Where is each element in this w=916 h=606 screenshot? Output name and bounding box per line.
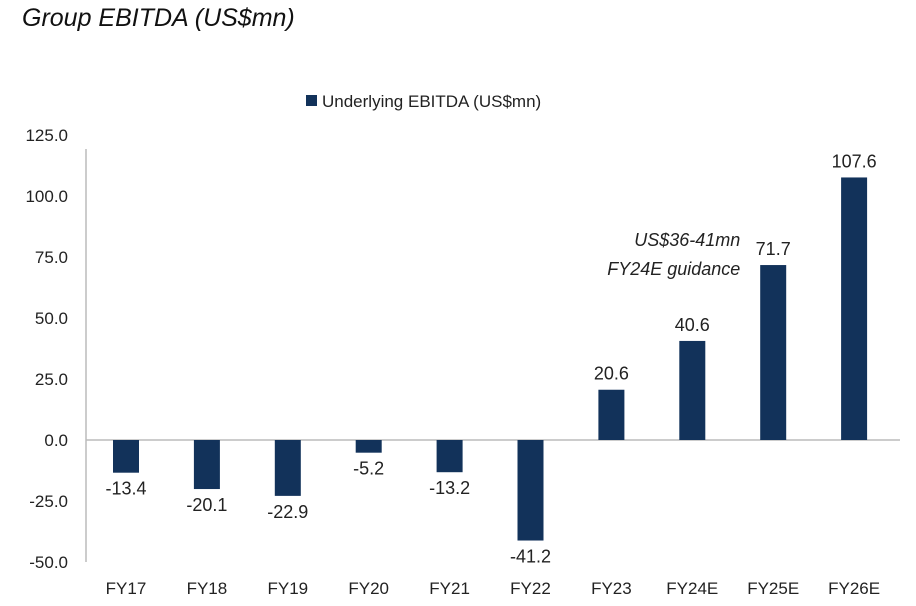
x-tick-label: FY21 (429, 579, 470, 598)
bar-fy24e (679, 340, 706, 440)
data-label: 20.6 (594, 364, 629, 384)
bar-fy22 (517, 440, 544, 541)
y-tick-label: 50.0 (35, 309, 68, 328)
data-label: -41.2 (510, 547, 551, 567)
data-label: -20.1 (186, 495, 227, 515)
y-tick-label: 100.0 (25, 187, 68, 206)
x-tick-label: FY20 (348, 579, 389, 598)
x-tick-label: FY24E (666, 579, 718, 598)
x-tick-label: FY18 (187, 579, 228, 598)
data-label: -13.2 (429, 478, 470, 498)
x-tick-label: FY22 (510, 579, 551, 598)
y-tick-label: 25.0 (35, 370, 68, 389)
data-label: 107.6 (832, 151, 877, 171)
bar-fy17 (113, 440, 139, 473)
bar-fy23 (598, 389, 625, 440)
data-label: 71.7 (756, 239, 791, 259)
x-tick-label: FY26E (828, 579, 880, 598)
bar-fy19 (274, 440, 301, 496)
bar-fy25e (760, 265, 787, 440)
data-label: -22.9 (267, 502, 308, 522)
bar-fy18 (193, 440, 220, 490)
y-tick-label: -50.0 (29, 553, 68, 572)
x-tick-label: FY23 (591, 579, 632, 598)
bar-fy26e (841, 177, 868, 440)
y-tick-label: -25.0 (29, 492, 68, 511)
x-tick-label: FY17 (106, 579, 147, 598)
x-tick-label: FY19 (267, 579, 308, 598)
legend-swatch (306, 95, 317, 106)
annotation-text: US$36-41mn (634, 230, 740, 250)
y-tick-label: 75.0 (35, 248, 68, 267)
x-tick-label: FY25E (747, 579, 799, 598)
y-tick-label: 0.0 (44, 431, 68, 450)
data-label: -5.2 (353, 459, 384, 479)
bar-fy20 (355, 440, 382, 453)
data-label: -13.4 (105, 479, 146, 499)
chart-title: Group EBITDA (US$mn) (22, 4, 295, 32)
bar-fy21 (436, 440, 463, 473)
legend-label: Underlying EBITDA (US$mn) (322, 92, 541, 111)
y-tick-label: 125.0 (25, 126, 68, 145)
data-label: 40.6 (675, 315, 710, 335)
annotation-text: FY24E guidance (607, 259, 740, 279)
